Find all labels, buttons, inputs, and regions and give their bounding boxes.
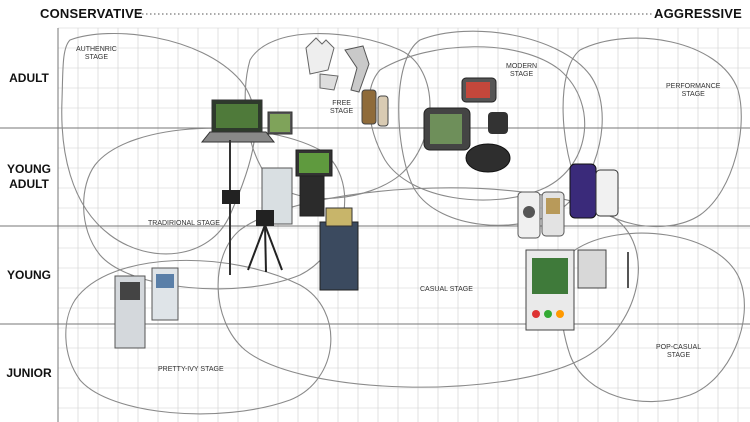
gps-device-icon (423, 77, 497, 151)
laptop-icon (200, 99, 276, 143)
kiosk-icon (261, 167, 359, 291)
authentic-stage-outline (61, 32, 256, 255)
golf-glove-icon (305, 37, 339, 91)
tripod-icon (222, 140, 283, 275)
product-cluster-modern (423, 77, 619, 239)
row-label-young-adult: YOUNG ADULT (6, 162, 51, 191)
conservative-label: CONSERVATIVE (40, 6, 143, 21)
arcade-cabinet-icon (525, 249, 629, 331)
stage-label-authentic: AUTHENRIC STAGE (76, 46, 117, 61)
large-outer-stage-outline (368, 46, 586, 201)
golf-club-icon (344, 45, 389, 127)
pop-casual-stage-outline (559, 232, 745, 403)
free-stage-outline (244, 33, 431, 199)
row-label-junior: JUNIOR (6, 366, 52, 380)
stage-outlines (61, 30, 745, 415)
kiosk-icon (114, 267, 179, 349)
mobile-phone-icon (517, 191, 565, 239)
performance-stage-outline (562, 37, 742, 227)
row-label-young: YOUNG (6, 268, 51, 282)
casual-stage-outline (217, 187, 639, 388)
background-grid (57, 27, 750, 422)
aggressive-label: AGGRESSIVE (654, 6, 742, 21)
monitor-icon (267, 111, 333, 177)
stage-label-performance: PERFORMANCE STAGE (666, 83, 721, 98)
row-label-adult: ADULT (9, 71, 49, 85)
product-cluster-laptops (200, 99, 359, 291)
product-cluster-arcade (114, 249, 629, 349)
product-cluster-golf (305, 37, 389, 127)
stage-label-pretty-ivy: PRETTY-IVY STAGE (158, 366, 224, 373)
stage-label-traditional: TRADIRIONAL STAGE (148, 220, 220, 227)
camcorder-icon (465, 112, 619, 219)
stage-label-modern: MODERN STAGE (506, 63, 538, 78)
stage-label-free: FREE STAGE (330, 100, 354, 115)
stage-label-casual: CASUAL STAGE (420, 286, 473, 293)
stage-label-pop-casual: POP-CASUAL STAGE (656, 344, 702, 359)
pretty-ivy-stage-outline (65, 259, 332, 415)
